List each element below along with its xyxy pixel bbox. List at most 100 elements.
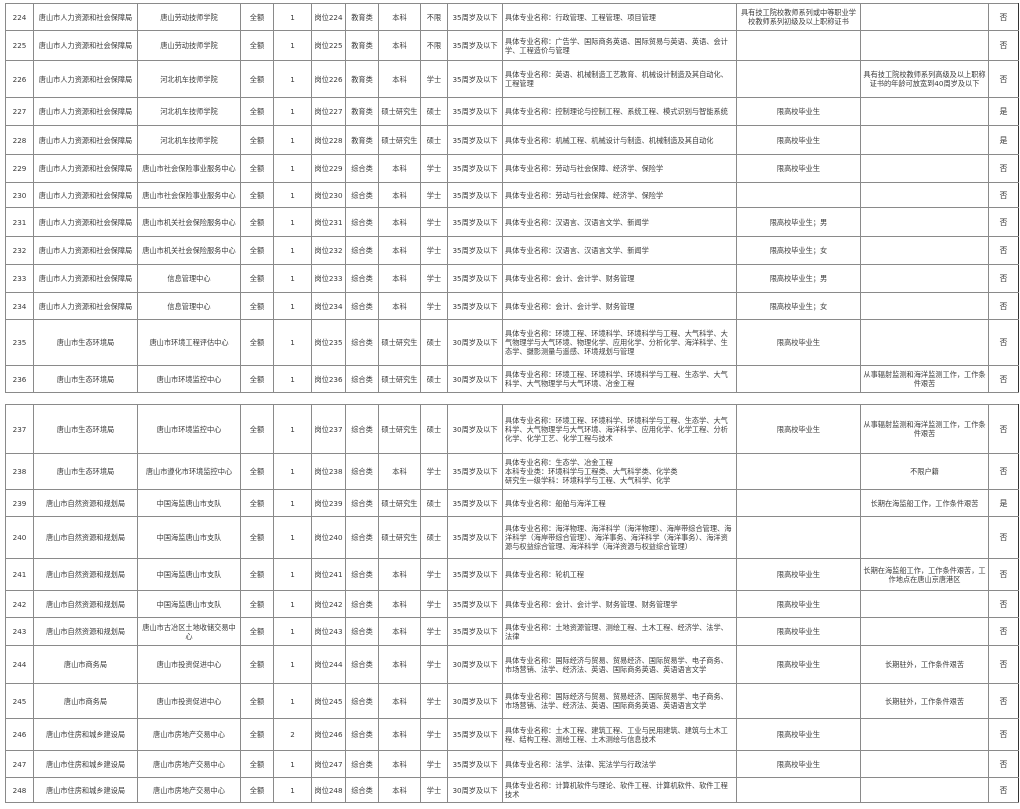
cell-req: 限高校毕业生；男 [736,264,861,293]
cell-post: 岗位225 [311,30,346,61]
cell-note: 从事辐射监测和海洋监测工作，工作条件艰苦 [860,404,989,454]
cell-post: 岗位243 [311,617,346,646]
cell-category: 综合类 [345,516,379,559]
cell-degree: 硕士 [420,516,448,559]
cell-no: 233 [5,264,34,293]
cell-note [860,182,989,208]
cell-major: 具体专业名称：会计、会计学、财务管理 [502,264,737,293]
cell-category: 教育类 [345,125,379,155]
cell-category: 综合类 [345,750,379,778]
table-row: 240 唐山市自然资源和规划局 中国海监唐山市支队 全额 1 岗位240 综合类 硕士研究生硕… [5,516,1019,559]
cell-no: 224 [5,3,34,31]
cell-post: 岗位227 [311,97,346,126]
cell-category: 综合类 [345,558,379,591]
cell-note [860,125,989,155]
cell-major: 具体专业名称：船舶与海洋工程 [502,489,737,517]
table-row: 226 唐山市人力资源和社会保障局 河北机车技师学院 全额 1 岗位226 教育类 本科 学士 3… [5,60,1019,98]
table-row: 238 唐山市生态环境局 唐山市遵化市环境监控中心 全额 1 岗位238 综合类 本科 学士 35… [5,453,1019,490]
cell-funding: 全额 [240,718,274,751]
cell-category: 综合类 [345,489,379,517]
cell-category: 综合类 [345,207,379,237]
cell-major: 具体专业名称：生态学、冶金工程 本科专业类：环境科学与工程类、大气科学类、化学类… [502,453,737,490]
cell-age: 35周岁及以下 [447,264,503,293]
cell-count: 1 [273,489,312,517]
cell-unit: 河北机车技师学院 [137,60,241,98]
cell-unit: 唐山市环境工程评估中心 [137,319,241,366]
cell-post: 岗位236 [311,365,346,393]
cell-count: 1 [273,617,312,646]
cell-degree: 学士 [420,453,448,490]
cell-post: 岗位240 [311,516,346,559]
cell-no: 228 [5,125,34,155]
cell-degree: 学士 [420,777,448,803]
cell-category: 综合类 [345,182,379,208]
cell-unit: 唐山劳动技师学院 [137,3,241,31]
table-row: 224 唐山市人力资源和社会保障局 唐山劳动技师学院 全额 1 岗位224 教育类 本科 不限 3… [5,3,1019,31]
cell-note [860,207,989,237]
cell-note: 具有技工院校教师系列高级及以上职称证书的年龄可放宽到40周岁及以下 [860,60,989,98]
cell-funding: 全额 [240,60,274,98]
cell-dept: 唐山市商务局 [33,645,138,684]
cell-flag: 否 [988,182,1019,208]
cell-post: 岗位238 [311,453,346,490]
table-row: 246 唐山市住房和城乡建设局 唐山市房地产交易中心 全额 2 岗位246 综合类 本科 学士 3… [5,718,1019,751]
cell-count: 1 [273,125,312,155]
cell-dept: 唐山市生态环境局 [33,365,138,393]
cell-post: 岗位248 [311,777,346,803]
cell-no: 246 [5,718,34,751]
cell-age: 35周岁及以下 [447,207,503,237]
cell-note [860,236,989,265]
cell-education: 本科 [378,718,421,751]
cell-unit: 唐山市古冶区土地收储交易中心 [137,617,241,646]
cell-unit: 唐山劳动技师学院 [137,30,241,61]
cell-category: 教育类 [345,3,379,31]
cell-funding: 全额 [240,590,274,618]
table-row: 242 唐山市自然资源和规划局 中国海监唐山市支队 全额 1 岗位242 综合类 本科 学士 35… [5,590,1019,618]
cell-count: 1 [273,453,312,490]
table-row: 248 唐山市住房和城乡建设局 唐山市房地产交易中心 全额 1 岗位248 综合类 本科 学士 3… [5,777,1019,803]
cell-education: 本科 [378,558,421,591]
cell-unit: 唐山市环境监控中心 [137,404,241,454]
cell-education: 硕士研究生 [378,319,421,366]
cell-flag: 否 [988,590,1019,618]
cell-unit: 唐山市社会保险事业服务中心 [137,182,241,208]
cell-count: 1 [273,750,312,778]
table-row: 227 唐山市人力资源和社会保障局 河北机车技师学院 全额 1 岗位227 教育类 硕士研究生… [5,97,1019,126]
cell-degree: 硕士 [420,125,448,155]
cell-education: 硕士研究生 [378,489,421,517]
cell-degree: 学士 [420,683,448,719]
cell-req: 限高校毕业生 [736,750,861,778]
cell-post: 岗位231 [311,207,346,237]
cell-major: 具体专业名称：土地资源管理、测绘工程、土木工程、经济学、法学、法律 [502,617,737,646]
cell-req: 限高校毕业生 [736,558,861,591]
cell-major: 具体专业名称：英语、机械制造工艺教育、机械设计制造及其自动化、工程管理 [502,60,737,98]
cell-post: 岗位247 [311,750,346,778]
cell-education: 硕士研究生 [378,516,421,559]
cell-age: 35周岁及以下 [447,489,503,517]
cell-note [860,516,989,559]
cell-flag: 否 [988,3,1019,31]
cell-unit: 唐山市机关社会保险服务中心 [137,236,241,265]
cell-education: 硕士研究生 [378,365,421,393]
cell-funding: 全额 [240,264,274,293]
cell-degree: 硕士 [420,319,448,366]
cell-funding: 全额 [240,30,274,61]
table-page-1: 224 唐山市人力资源和社会保障局 唐山劳动技师学院 全额 1 岗位224 教育类 本科 不限 3… [5,3,1019,393]
cell-category: 综合类 [345,404,379,454]
cell-funding: 全额 [240,453,274,490]
cell-funding: 全额 [240,125,274,155]
cell-dept: 唐山市人力资源和社会保障局 [33,182,138,208]
cell-count: 1 [273,3,312,31]
cell-age: 30周岁及以下 [447,365,503,393]
cell-count: 1 [273,207,312,237]
cell-age: 35周岁及以下 [447,718,503,751]
cell-flag: 否 [988,154,1019,183]
cell-req: 限高校毕业生 [736,590,861,618]
cell-category: 综合类 [345,365,379,393]
table-row: 244 唐山市商务局 唐山市投资促进中心 全额 1 岗位244 综合类 本科 学士 30周岁及以下… [5,645,1019,684]
cell-dept: 唐山市生态环境局 [33,453,138,490]
cell-flag: 否 [988,207,1019,237]
cell-age: 30周岁及以下 [447,683,503,719]
cell-major: 具体专业名称：行政管理、工程管理、项目管理 [502,3,737,31]
cell-note [860,264,989,293]
